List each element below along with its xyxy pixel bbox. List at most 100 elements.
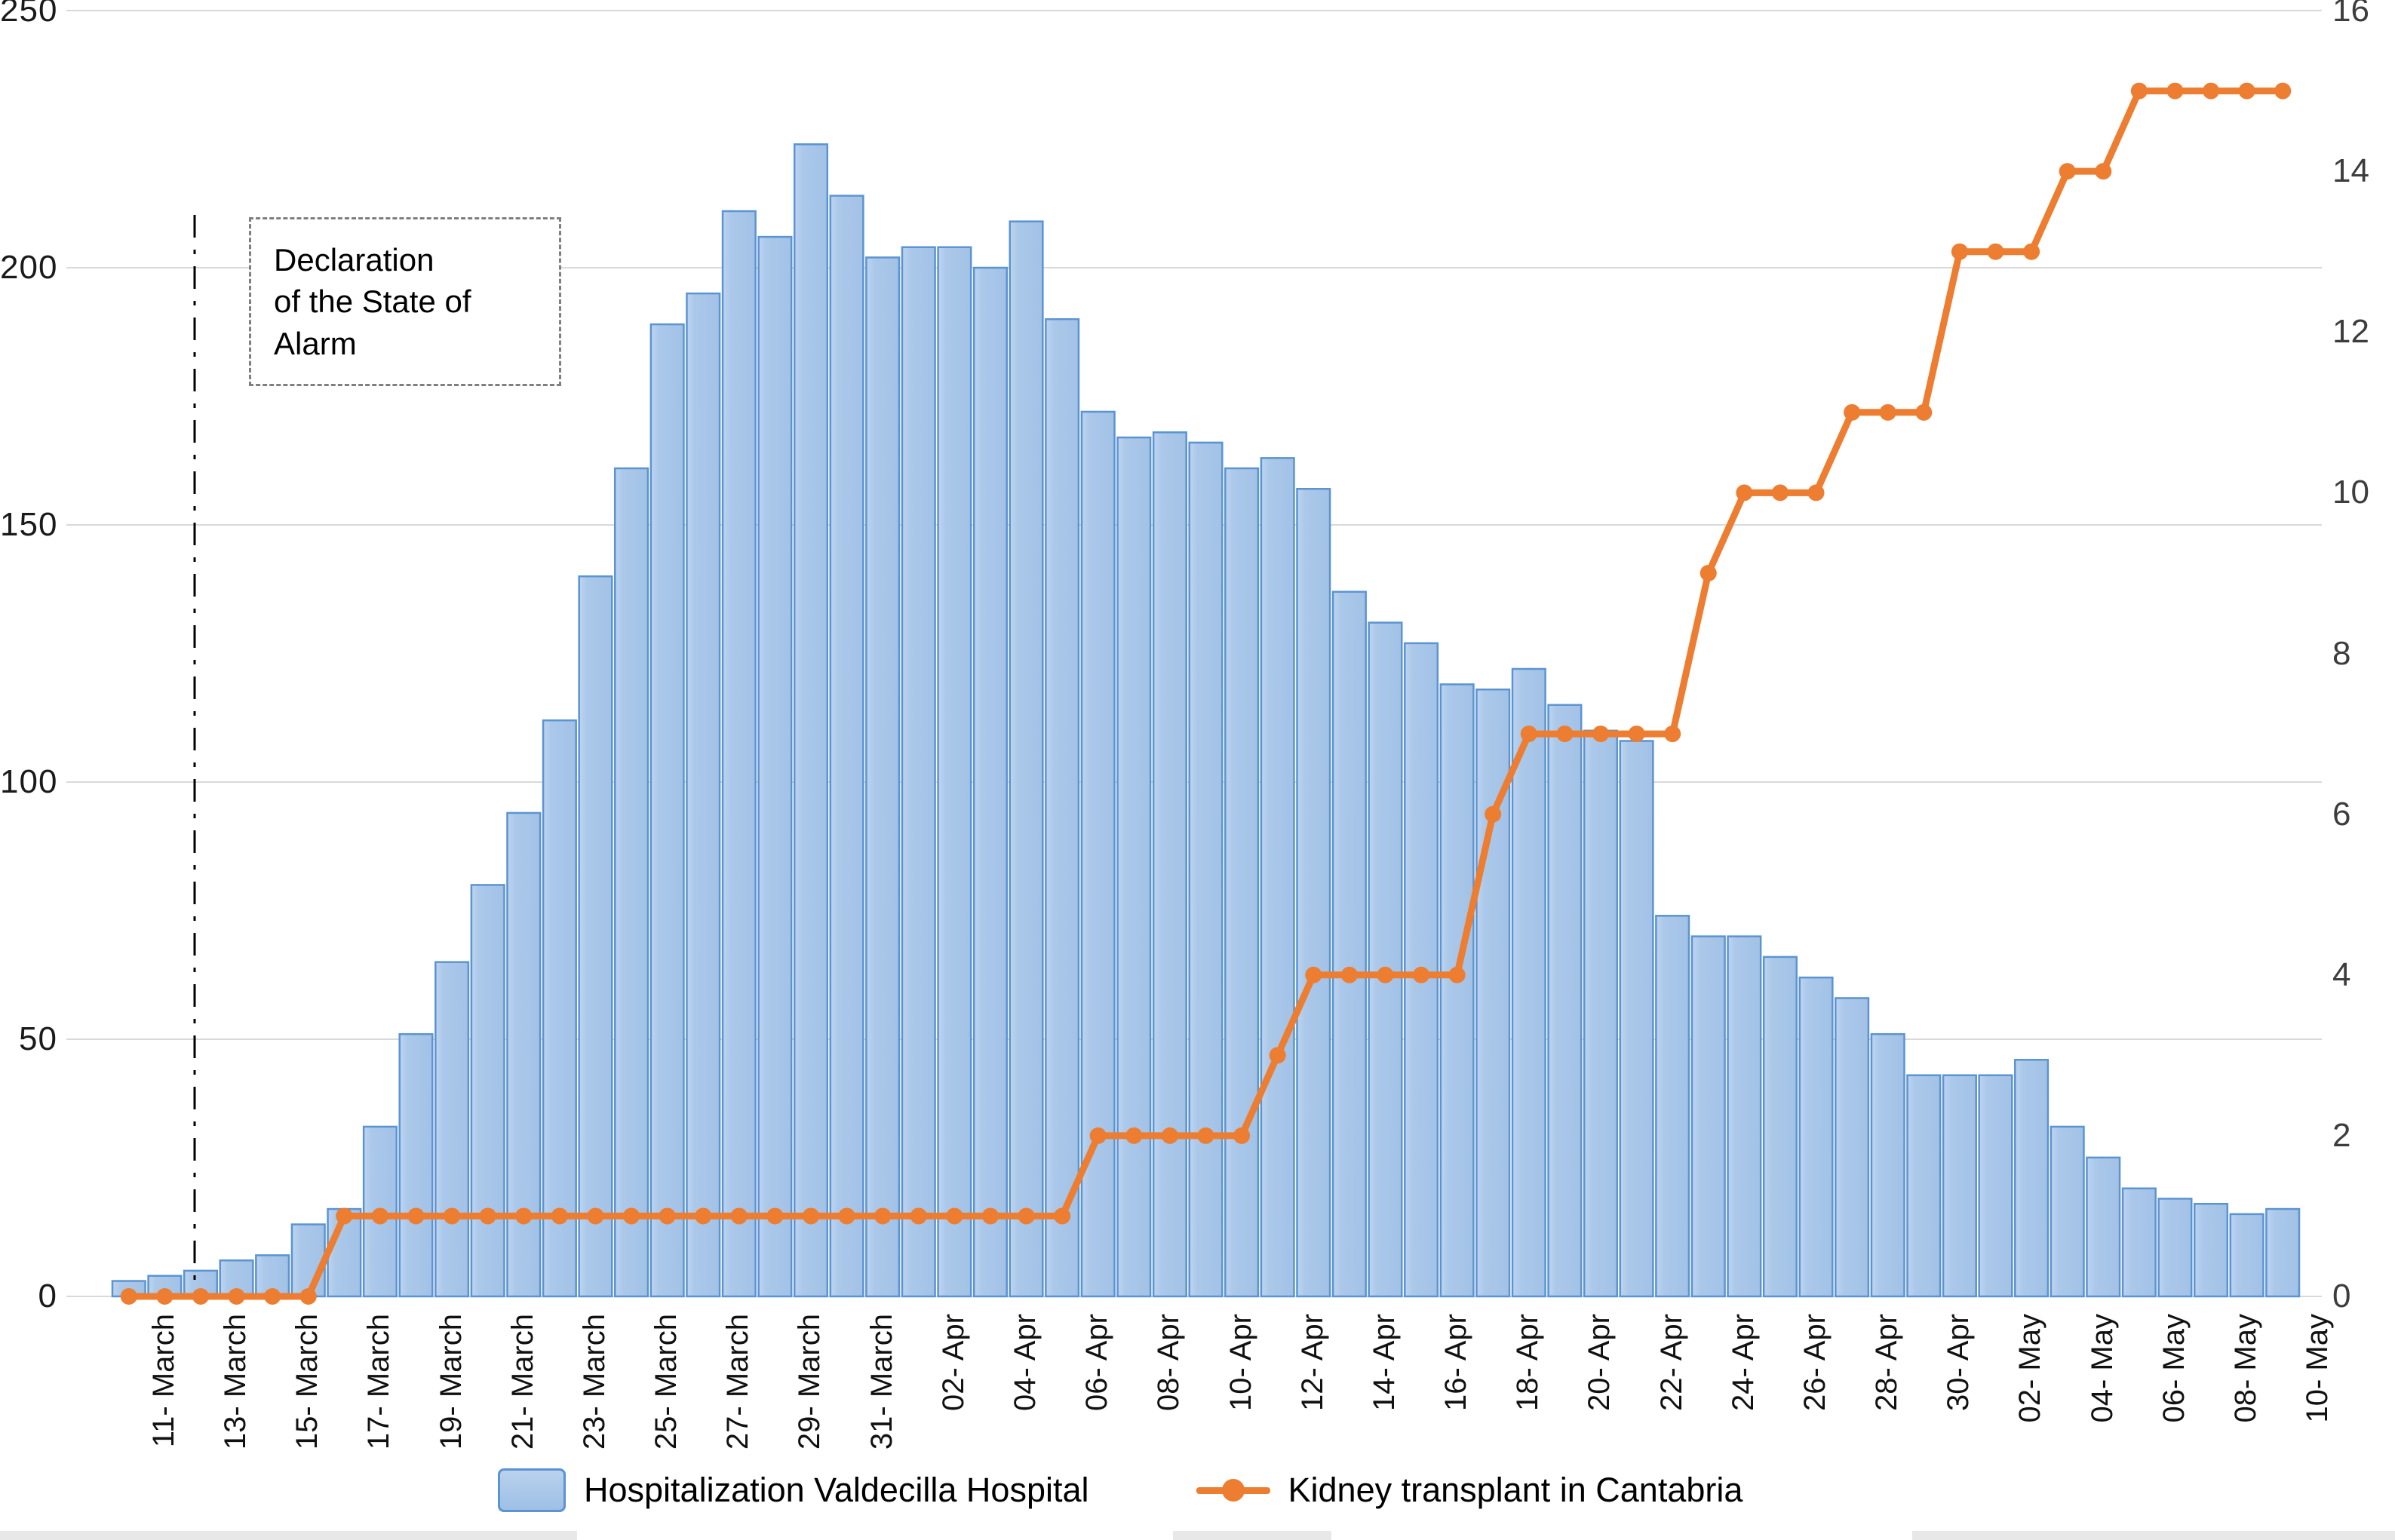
kidney-line-dot [2203, 82, 2220, 100]
kidney-line-dot [444, 1207, 461, 1225]
left-axis-tick: 50 [19, 1020, 57, 1057]
bar-hospitalization [1727, 935, 1762, 1298]
bar-hospitalization [649, 323, 685, 1298]
bar-hospitalization [1690, 935, 1726, 1298]
bar-hospitalization [829, 195, 864, 1298]
bar-hospitalization [901, 246, 936, 1298]
bar-hospitalization [1511, 667, 1546, 1298]
kidney-line-dot [1771, 484, 1789, 502]
bar-hospitalization [972, 266, 1009, 1298]
bar-hospitalization [1906, 1074, 1942, 1298]
left-axis-tick: 150 [0, 506, 58, 543]
kidney-line-dot [1377, 966, 1394, 983]
line-marker-icon [1196, 1479, 1270, 1502]
legend: Hospitalization Valdecilla Hospital Kidn… [498, 1462, 1743, 1519]
x-axis-tick: 24- Apr [1726, 1314, 1760, 1411]
kidney-line-dot [981, 1207, 999, 1225]
bar-hospitalization [1188, 441, 1224, 1298]
x-axis-tick: 06- Apr [1080, 1314, 1114, 1411]
kidney-line-dot [371, 1207, 388, 1225]
bar-hospitalization [721, 210, 757, 1298]
x-axis-tick: 30- Apr [1942, 1314, 1976, 1411]
kidney-line-dot [1987, 243, 2004, 260]
left-axis-tick: 250 [0, 0, 58, 29]
kidney-line-dot [1125, 1127, 1143, 1144]
right-axis-tick: 2 [2332, 1116, 2351, 1154]
bar-hospitalization [1978, 1074, 2013, 1298]
right-axis-tick: 12 [2332, 313, 2369, 351]
bar-hospitalization [1439, 683, 1475, 1298]
bar-hospitalization [1870, 1032, 1905, 1298]
kidney-line-dot [2274, 82, 2292, 100]
bar-hospitalization [2121, 1187, 2157, 1298]
kidney-line-dot [1054, 1207, 1071, 1225]
x-axis-tick: 10- Apr [1224, 1314, 1257, 1411]
kidney-line-dot [1879, 403, 1896, 421]
bar-hospitalization [2193, 1202, 2229, 1298]
kidney-line-dot [120, 1288, 137, 1305]
x-axis-tick: 18- Apr [1511, 1314, 1545, 1411]
kidney-line-dot [407, 1207, 425, 1225]
kidney-line-dot [1305, 966, 1322, 983]
x-axis-tick: 26- Apr [1798, 1314, 1832, 1411]
state-alarm-annotation: Declaration of the State of Alarm [249, 217, 561, 387]
kidney-line-dot [2023, 243, 2040, 260]
x-axis-tick: 22- Apr [1654, 1314, 1688, 1411]
kidney-line-dot [659, 1207, 676, 1225]
bar-hospitalization [1296, 488, 1331, 1298]
kidney-line-dot [551, 1207, 568, 1225]
bar-hospitalization [290, 1223, 326, 1298]
kidney-line-dot [264, 1288, 281, 1305]
line-dot-icon [1221, 1479, 1245, 1502]
kidney-line-dot [1844, 403, 1861, 421]
kidney-line-dot [156, 1288, 173, 1305]
kidney-line-dot [2059, 163, 2076, 180]
right-axis-tick: 6 [2332, 795, 2351, 833]
legend-label-kidney: Kidney transplant in Cantabria [1288, 1471, 1743, 1509]
kidney-line-dot [730, 1207, 748, 1225]
x-axis-tick: 10- May [2301, 1314, 2335, 1423]
kidney-line-dot [1018, 1207, 1035, 1225]
bar-hospitalization [2229, 1213, 2265, 1298]
kidney-line-dot [1556, 726, 1574, 743]
bar-hospitalization [1655, 915, 1690, 1298]
kidney-line-dot [1736, 484, 1753, 502]
left-axis-tick: 100 [0, 763, 58, 800]
kidney-line-dot [1700, 564, 1717, 581]
bar-hospitalization [1762, 956, 1798, 1298]
kidney-line-dot [946, 1207, 963, 1225]
bar-hospitalization [1080, 410, 1116, 1298]
bar-hospitalization [578, 575, 613, 1298]
kidney-line-dot [1269, 1047, 1286, 1064]
kidney-line-dot [2095, 163, 2112, 180]
bar-hospitalization [1583, 729, 1619, 1298]
page-edge-strip [1912, 1531, 2395, 1540]
kidney-line-dot [874, 1207, 892, 1225]
x-axis-tick: 19- March [434, 1314, 468, 1450]
bar-hospitalization [1331, 591, 1367, 1298]
right-axis-tick: 16 [2332, 0, 2369, 29]
kidney-line-dot [1413, 966, 1430, 983]
x-axis-tick: 02- May [2013, 1314, 2047, 1423]
kidney-line-dot [1628, 726, 1645, 743]
kidney-line-dot [803, 1207, 820, 1225]
bar-hospitalization [614, 467, 649, 1298]
page-edge-strip [0, 1531, 577, 1540]
kidney-line-dot [838, 1207, 855, 1225]
kidney-line-dot [1340, 966, 1358, 983]
kidney-line-dot [1233, 1127, 1251, 1144]
kidney-line-dot [910, 1207, 927, 1225]
bar-hospitalization [1152, 431, 1187, 1298]
bar-hospitalization [434, 961, 470, 1298]
kidney-line-dot [1448, 966, 1466, 983]
bar-hospitalization [2050, 1125, 2085, 1298]
bar-hospitalization [1798, 976, 1834, 1298]
kidney-line-dot [479, 1207, 496, 1225]
x-axis-tick: 02- Apr [936, 1314, 970, 1411]
right-axis-tick: 4 [2332, 956, 2351, 993]
x-axis-tick: 27- March [721, 1314, 755, 1450]
bar-hospitalization [937, 246, 972, 1298]
kidney-line-dot [2130, 82, 2148, 100]
